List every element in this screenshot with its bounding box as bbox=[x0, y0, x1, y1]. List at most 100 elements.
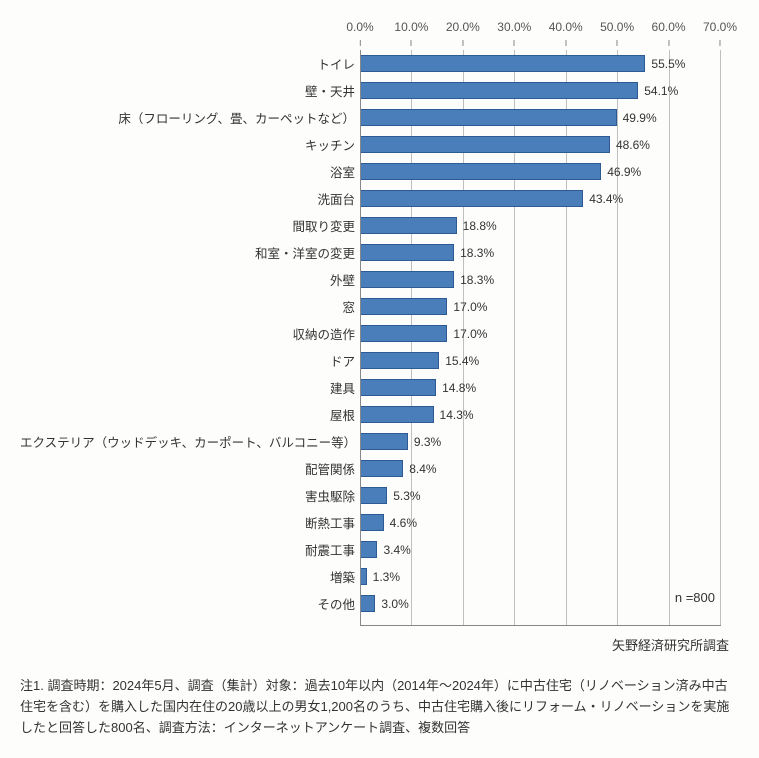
bar-value: 18.8% bbox=[463, 219, 497, 233]
bar-label: 屋根 bbox=[20, 405, 360, 424]
bar-row: キッチン 48.6% bbox=[20, 131, 740, 158]
bar-label: 耐震工事 bbox=[20, 540, 360, 559]
bar-row: 増築1.3% bbox=[20, 563, 740, 590]
bar-area: 4.6% bbox=[360, 509, 720, 536]
bar-area: 18.3% bbox=[360, 239, 720, 266]
bar-row: 収納の造作17.0% bbox=[20, 320, 740, 347]
bar bbox=[360, 190, 583, 207]
bar-area: 18.8% bbox=[360, 212, 720, 239]
source-text: 矢野経済研究所調査 bbox=[20, 635, 739, 654]
bar bbox=[360, 541, 377, 558]
bar-label: エクステリア（ウッドデッキ、カーポート、バルコニー等） bbox=[20, 432, 360, 451]
bar-value: 15.4% bbox=[445, 354, 479, 368]
bar-area: 14.8% bbox=[360, 374, 720, 401]
bar-label: 洗面台 bbox=[20, 189, 360, 208]
bar bbox=[360, 514, 384, 531]
bar-area: 17.0% bbox=[360, 293, 720, 320]
bar-area: 9.3% bbox=[360, 428, 720, 455]
bar-row: トイレ55.5% bbox=[20, 50, 740, 77]
bar-label: 壁・天井 bbox=[20, 81, 360, 100]
bar-area: 15.4% bbox=[360, 347, 720, 374]
bar-row: 浴室 46.9% bbox=[20, 158, 740, 185]
bar-label: 害虫駆除 bbox=[20, 486, 360, 505]
bar-row: 床（フローリング、畳、カーペットなど）49.9% bbox=[20, 104, 740, 131]
bar-area: 49.9% bbox=[360, 104, 720, 131]
bar-area: 17.0% bbox=[360, 320, 720, 347]
bar-value: 14.8% bbox=[442, 381, 476, 395]
axis-tick: 50.0% bbox=[600, 20, 634, 34]
bar bbox=[360, 379, 436, 396]
bar-value: 48.6% bbox=[616, 138, 650, 152]
bar-label: トイレ bbox=[20, 54, 360, 73]
bar-value: 8.4% bbox=[409, 462, 436, 476]
x-axis: 0.0%10.0%20.0%30.0%40.0%50.0%60.0%70.0% bbox=[360, 20, 720, 44]
bar-row: エクステリア（ウッドデッキ、カーポート、バルコニー等） 9.3% bbox=[20, 428, 740, 455]
axis-tick: 60.0% bbox=[652, 20, 686, 34]
bar-area: 3.0% bbox=[360, 590, 720, 617]
bar bbox=[360, 487, 387, 504]
n-label: n =800 bbox=[675, 590, 715, 605]
bar-label: キッチン bbox=[20, 135, 360, 154]
bar bbox=[360, 271, 454, 288]
bar-row: 害虫駆除 5.3% bbox=[20, 482, 740, 509]
bar-row: 洗面台 43.4% bbox=[20, 185, 740, 212]
bar bbox=[360, 325, 447, 342]
bar-value: 1.3% bbox=[373, 570, 400, 584]
bar-area: 43.4% bbox=[360, 185, 720, 212]
bar bbox=[360, 595, 375, 612]
bar-row: 壁・天井 54.1% bbox=[20, 77, 740, 104]
chart-container: 0.0%10.0%20.0%30.0%40.0%50.0%60.0%70.0% … bbox=[20, 20, 740, 617]
bar bbox=[360, 109, 617, 126]
bar-row: 間取り変更 18.8% bbox=[20, 212, 740, 239]
bar-value: 17.0% bbox=[453, 327, 487, 341]
bar bbox=[360, 298, 447, 315]
bar-area: 1.3% bbox=[360, 563, 720, 590]
bar-value: 18.3% bbox=[460, 246, 494, 260]
bar-label: 外壁 bbox=[20, 270, 360, 289]
bar-row: その他 3.0% bbox=[20, 590, 740, 617]
bar-label: その他 bbox=[20, 594, 360, 613]
bar-value: 43.4% bbox=[589, 192, 623, 206]
bar-row: 外壁 18.3% bbox=[20, 266, 740, 293]
bar-rows: トイレ55.5%壁・天井54.1%床（フローリング、畳、カーペットなど）49.9… bbox=[20, 50, 740, 617]
axis-tick: 40.0% bbox=[549, 20, 583, 34]
bar-area: 46.9% bbox=[360, 158, 720, 185]
bar bbox=[360, 55, 645, 72]
bar-row: 和室・洋室の変更 18.3% bbox=[20, 239, 740, 266]
bar-label: 和室・洋室の変更 bbox=[20, 243, 360, 262]
bar-value: 46.9% bbox=[607, 165, 641, 179]
note-text: 注1. 調査時期：2024年5月、調査（集計）対象：過去10年以内（2014年～… bbox=[20, 676, 740, 738]
bar bbox=[360, 460, 403, 477]
bar-label: 間取り変更 bbox=[20, 216, 360, 235]
bar-area: 8.4% bbox=[360, 455, 720, 482]
bar-value: 14.3% bbox=[440, 408, 474, 422]
axis-tick: 10.0% bbox=[394, 20, 428, 34]
bar-area: 18.3% bbox=[360, 266, 720, 293]
bar-row: 建具 14.8% bbox=[20, 374, 740, 401]
bar-value: 9.3% bbox=[414, 435, 441, 449]
bar-label: 断熱工事 bbox=[20, 513, 360, 532]
axis-tick: 30.0% bbox=[497, 20, 531, 34]
axis-tick: 0.0% bbox=[346, 20, 373, 34]
bar-value: 54.1% bbox=[644, 84, 678, 98]
bar-value: 18.3% bbox=[460, 273, 494, 287]
bar-label: 建具 bbox=[20, 378, 360, 397]
bar-label: 窓 bbox=[20, 297, 360, 316]
bar-label: 床（フローリング、畳、カーペットなど） bbox=[20, 108, 360, 127]
bar-value: 4.6% bbox=[390, 516, 417, 530]
bar-value: 3.0% bbox=[381, 597, 408, 611]
bar bbox=[360, 433, 408, 450]
bar-row: 屋根 14.3% bbox=[20, 401, 740, 428]
bar-row: 窓17.0% bbox=[20, 293, 740, 320]
bar bbox=[360, 82, 638, 99]
bar-label: ドア bbox=[20, 351, 360, 370]
bar-value: 5.3% bbox=[393, 489, 420, 503]
bar bbox=[360, 244, 454, 261]
bar bbox=[360, 163, 601, 180]
bar-area: 3.4% bbox=[360, 536, 720, 563]
bar-row: 配管関係8.4% bbox=[20, 455, 740, 482]
bar-area: 14.3% bbox=[360, 401, 720, 428]
bar-area: 48.6% bbox=[360, 131, 720, 158]
bar-area: 55.5% bbox=[360, 50, 720, 77]
bar-label: 浴室 bbox=[20, 162, 360, 181]
